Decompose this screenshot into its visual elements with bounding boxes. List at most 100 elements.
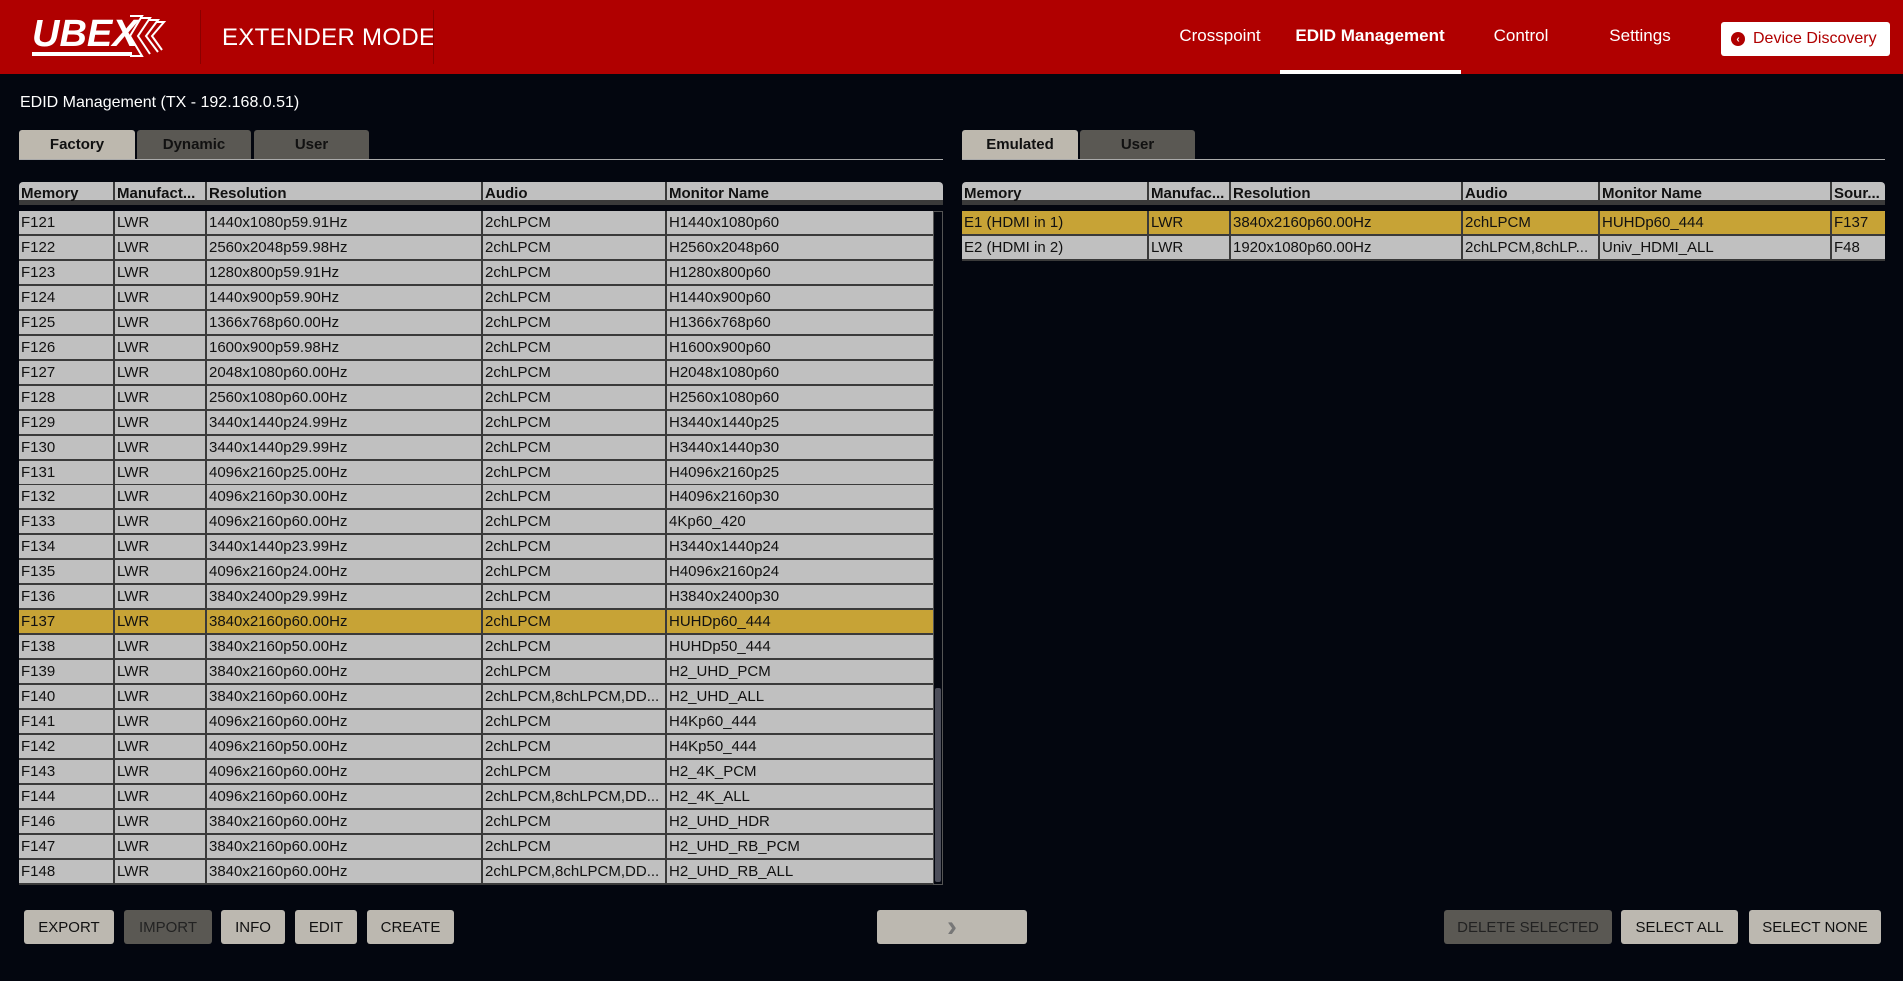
- table-row[interactable]: F144 LWR 4096x2160p60.00Hz 2chLPCM,8chLPCM,…: [19, 784, 933, 810]
- table-cell: F125: [21, 313, 56, 331]
- table-cell: LWR: [113, 685, 205, 709]
- nav-control[interactable]: Control: [1493, 26, 1549, 45]
- table-row[interactable]: F126 LWR 1600x900p59.98Hz 2chLPCM H1600x900p…: [19, 335, 933, 361]
- table-cell: LWR: [113, 310, 205, 334]
- table-row[interactable]: F124 LWR 1440x900p59.90Hz 2chLPCM H1440x900p…: [19, 285, 933, 311]
- column-header[interactable]: Manufac...: [1147, 182, 1229, 205]
- scrollbar[interactable]: [933, 211, 943, 885]
- device-discovery-button[interactable]: ‹ Device Discovery: [1721, 22, 1890, 56]
- table-row[interactable]: F128 LWR 2560x1080p60.00Hz 2chLPCM H2560x108…: [19, 385, 933, 411]
- table-header: Memory Manufact... Resolution Audio Monitor …: [19, 182, 943, 205]
- table-cell: 1440x1080p59.91Hz: [205, 211, 481, 234]
- table-row[interactable]: F127 LWR 2048x1080p60.00Hz 2chLPCM H2048x108…: [19, 360, 933, 386]
- table-cell: 1920x1080p60.00Hz: [1229, 235, 1461, 259]
- table-cell: 3840x2160p60.00Hz: [205, 834, 481, 858]
- table-cell: F122: [21, 238, 56, 256]
- table-cell: 2chLPCM: [481, 211, 665, 234]
- tab-dynamic[interactable]: Dynamic: [137, 130, 251, 159]
- table-cell: 2chLPCM: [481, 560, 665, 584]
- table-row[interactable]: F136 LWR 3840x2400p29.99Hz 2chLPCM H3840x240…: [19, 585, 933, 611]
- tab-user-left[interactable]: User: [254, 130, 369, 159]
- table-cell: F137: [21, 613, 56, 631]
- table-row[interactable]: F129 LWR 3440x1440p24.99Hz 2chLPCM H3440x144…: [19, 410, 933, 436]
- table-row[interactable]: F131 LWR 4096x2160p25.00Hz 2chLPCM H4096x216…: [19, 460, 933, 486]
- table-row[interactable]: F132 LWR 4096x2160p30.00Hz 2chLPCM H4096x216…: [19, 485, 933, 511]
- nav-crosspoint[interactable]: Crosspoint: [1179, 26, 1261, 45]
- table-row[interactable]: F142 LWR 4096x2160p50.00Hz 2chLPCM H4Kp50_44…: [19, 734, 933, 760]
- column-header[interactable]: Memory: [21, 185, 79, 202]
- table-row[interactable]: F146 LWR 3840x2160p60.00Hz 2chLPCM H2_UHD_HD…: [19, 809, 933, 835]
- table-cell: F138: [21, 638, 56, 656]
- table-cell: LWR: [113, 260, 205, 284]
- table-row[interactable]: F130 LWR 3440x1440p29.99Hz 2chLPCM H3440x144…: [19, 435, 933, 461]
- table-cell: 2chLPCM: [481, 235, 665, 259]
- table-row[interactable]: F122 LWR 2560x2048p59.98Hz 2chLPCM H2560x204…: [19, 235, 933, 261]
- table-cell: LWR: [113, 759, 205, 783]
- select-all-button[interactable]: SELECT ALL: [1621, 910, 1738, 944]
- table-row[interactable]: F123 LWR 1280x800p59.91Hz 2chLPCM H1280x800p…: [19, 260, 933, 286]
- table-row[interactable]: F143 LWR 4096x2160p60.00Hz 2chLPCM H2_4K_PCM: [19, 759, 933, 785]
- column-header[interactable]: Manufact...: [113, 182, 205, 205]
- table-cell: 2chLPCM,8chLP...: [1461, 235, 1598, 259]
- select-none-button[interactable]: SELECT NONE: [1749, 910, 1881, 944]
- scrollbar-thumb[interactable]: [935, 688, 941, 882]
- table-cell: 4096x2160p25.00Hz: [205, 460, 481, 484]
- table-row[interactable]: F141 LWR 4096x2160p60.00Hz 2chLPCM H4Kp60_44…: [19, 710, 933, 735]
- column-header[interactable]: Resolution: [1229, 182, 1461, 205]
- table-cell: H2_UHD_ALL: [665, 685, 933, 709]
- table-cell: H2_4K_PCM: [665, 759, 933, 783]
- table-row[interactable]: F139 LWR 3840x2160p60.00Hz 2chLPCM H2_UHD_PC…: [19, 660, 933, 686]
- table-row[interactable]: E1 (HDMI in 1) LWR 3840x2160p60.00Hz 2chLPC…: [962, 211, 1885, 236]
- nav-settings[interactable]: Settings: [1609, 26, 1671, 45]
- create-button[interactable]: CREATE: [367, 910, 454, 944]
- table-row[interactable]: F140 LWR 3840x2160p60.00Hz 2chLPCM,8chLPCM,…: [19, 685, 933, 711]
- edit-button[interactable]: EDIT: [295, 910, 357, 944]
- column-header[interactable]: Audio: [1461, 182, 1598, 205]
- emulated-edid-table: Memory Manufac... Resolution Audio Monitor N…: [962, 182, 1885, 262]
- table-cell: 2chLPCM: [481, 385, 665, 409]
- table-row[interactable]: F125 LWR 1366x768p60.00Hz 2chLPCM H1366x768p…: [19, 310, 933, 336]
- table-row[interactable]: F121 LWR 1440x1080p59.91Hz 2chLPCM H1440x108…: [19, 211, 933, 236]
- table-cell: 2chLPCM: [481, 360, 665, 384]
- transfer-button[interactable]: ›: [877, 910, 1027, 944]
- info-button[interactable]: INFO: [221, 910, 285, 944]
- table-row[interactable]: F135 LWR 4096x2160p24.00Hz 2chLPCM H4096x216…: [19, 560, 933, 586]
- tab-divider: [962, 159, 1885, 160]
- table-cell: H4096x2160p30: [665, 485, 933, 509]
- table-cell: LWR: [113, 435, 205, 459]
- column-header[interactable]: Monitor Name: [665, 182, 943, 205]
- table-row[interactable]: F134 LWR 3440x1440p23.99Hz 2chLPCM H3440x144…: [19, 535, 933, 561]
- column-header[interactable]: Memory: [964, 185, 1022, 202]
- table-cell: 2chLPCM: [481, 310, 665, 334]
- tab-emulated[interactable]: Emulated: [962, 130, 1078, 159]
- table-row[interactable]: E2 (HDMI in 2) LWR 1920x1080p60.00Hz 2chLPC…: [962, 235, 1885, 261]
- import-button[interactable]: IMPORT: [124, 910, 212, 944]
- table-cell: 2chLPCM: [481, 460, 665, 484]
- table-cell: LWR: [113, 535, 205, 559]
- table-row[interactable]: F148 LWR 3840x2160p60.00Hz 2chLPCM,8chLPCM,…: [19, 859, 933, 885]
- column-header[interactable]: Resolution: [205, 182, 481, 205]
- table-cell: 1440x900p59.90Hz: [205, 285, 481, 309]
- delete-selected-button[interactable]: DELETE SELECTED: [1444, 910, 1612, 944]
- table-row[interactable]: F138 LWR 3840x2160p50.00Hz 2chLPCM HUHDp50_4…: [19, 635, 933, 661]
- table-cell: F148: [21, 862, 56, 880]
- table-cell: 4096x2160p60.00Hz: [205, 759, 481, 783]
- table-cell: 3840x2160p60.00Hz: [205, 685, 481, 709]
- table-cell: LWR: [113, 235, 205, 259]
- table-cell: HUHDp60_444: [1598, 211, 1830, 234]
- nav-edid-management[interactable]: EDID Management: [1295, 26, 1445, 45]
- table-cell: 4Kp60_420: [665, 510, 933, 534]
- table-row[interactable]: F133 LWR 4096x2160p60.00Hz 2chLPCM 4Kp60_420: [19, 510, 933, 536]
- table-cell: 2chLPCM: [481, 510, 665, 534]
- column-header[interactable]: Monitor Name: [1598, 182, 1830, 205]
- table-row[interactable]: F147 LWR 3840x2160p60.00Hz 2chLPCM H2_UHD_RB…: [19, 834, 933, 860]
- export-button[interactable]: EXPORT: [24, 910, 114, 944]
- table-row[interactable]: F137 LWR 3840x2160p60.00Hz 2chLPCM HUHDp60_4…: [19, 610, 933, 636]
- tab-user-right[interactable]: User: [1080, 130, 1195, 159]
- column-header[interactable]: Audio: [481, 182, 665, 205]
- top-bar: UBEX EXTENDER MODE Crosspoint EDID Manag…: [0, 0, 1903, 74]
- tab-factory[interactable]: Factory: [19, 130, 135, 159]
- table-cell: LWR: [113, 635, 205, 659]
- table-cell: LWR: [113, 610, 205, 634]
- column-header[interactable]: Sour...: [1830, 182, 1885, 205]
